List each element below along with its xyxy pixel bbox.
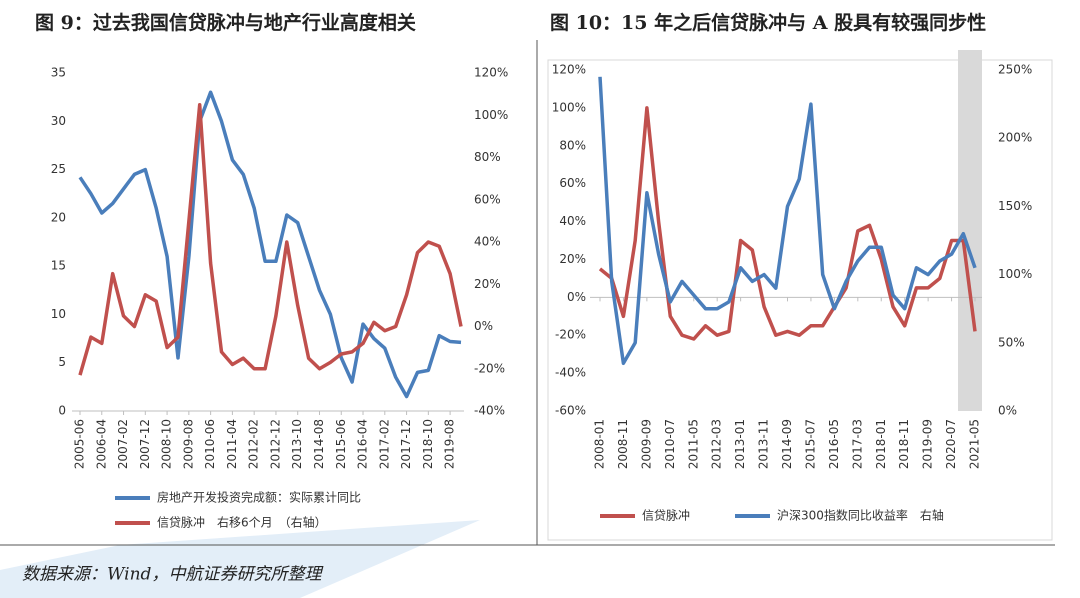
x-tick-label: 2009-09	[639, 419, 653, 469]
x-tick-label: 2021-05	[968, 419, 982, 469]
y-tick-label: 0	[58, 404, 66, 418]
y2-tick-label: 200%	[998, 131, 1032, 145]
y2-tick-label: 50%	[998, 335, 1025, 349]
y2-tick-label: 60%	[474, 192, 501, 206]
x-tick-label: 2012-03	[710, 419, 724, 469]
x-tick-label: 2007-02	[116, 419, 130, 469]
x-tick-label: 2012-02	[247, 419, 261, 469]
x-tick-label: 2015-06	[334, 419, 348, 469]
y-tick-label: 60%	[559, 176, 586, 190]
legend-label: 信贷脉冲 右移6个月 （右轴）	[157, 515, 327, 530]
y-tick-label: 30	[51, 114, 66, 128]
y2-tick-label: 0%	[998, 404, 1017, 418]
y2-tick-label: 0%	[474, 319, 493, 333]
y-tick-label: 5	[58, 355, 66, 369]
y2-tick-label: 40%	[474, 235, 501, 249]
source: 数据来源：Wind，中航证券研究所整理	[22, 565, 323, 585]
x-tick-label: 2016-04	[356, 419, 370, 469]
y-tick-label: -60%	[555, 404, 586, 418]
x-tick-label: 2018-01	[874, 419, 888, 469]
y2-tick-label: 20%	[474, 277, 501, 291]
x-tick-label: 2005-06	[73, 419, 87, 469]
legend-label: 信贷脉冲	[642, 508, 690, 523]
y2-tick-label: 150%	[998, 199, 1032, 213]
x-tick-label: 2012-12	[268, 419, 282, 469]
x-tick-label: 2019-09	[921, 419, 935, 469]
x-tick-label: 2013-11	[757, 419, 771, 469]
x-tick-label: 2013-10	[290, 419, 304, 469]
y-tick-label: 15	[51, 259, 66, 273]
y-tick-label: 80%	[559, 138, 586, 152]
y-tick-label: 20%	[559, 252, 586, 266]
x-tick-label: 2011-05	[686, 419, 700, 469]
y-tick-label: 40%	[559, 214, 586, 228]
series-line	[78, 90, 462, 399]
x-tick-label: 2014-09	[780, 419, 794, 469]
series-line	[78, 102, 463, 376]
y-tick-label: 20	[51, 210, 66, 224]
x-tick-label: 2011-04	[225, 419, 239, 469]
y-tick-label: 0%	[567, 290, 586, 304]
legend-label: 房地产开发投资完成额：实际累计同比	[157, 490, 361, 505]
x-tick-label: 2019-08	[443, 419, 457, 469]
x-tick-label: 2008-01	[593, 419, 607, 469]
y-tick-label: -20%	[555, 328, 586, 342]
x-tick-label: 2008-11	[616, 419, 630, 469]
x-tick-label: 2017-02	[377, 419, 391, 469]
x-tick-label: 2020-07	[944, 419, 958, 469]
x-tick-label: 2006-04	[94, 419, 108, 469]
decor-wave	[0, 520, 480, 598]
y2-tick-label: -20%	[474, 361, 505, 375]
highlight-band	[958, 50, 982, 411]
y2-tick-label: 100%	[474, 108, 508, 122]
x-tick-label: 2010-06	[203, 419, 217, 469]
chart2-frame	[547, 59, 1053, 541]
legend-label: 沪深300指数同比收益率 右轴	[777, 508, 944, 523]
y-tick-label: 25	[51, 162, 66, 176]
x-tick-label: 2017-12	[399, 419, 413, 469]
x-tick-label: 2018-10	[421, 419, 435, 469]
y-tick-label: 35	[51, 66, 66, 80]
y-tick-label: 120%	[552, 63, 586, 77]
x-tick-label: 2018-11	[897, 419, 911, 469]
y-tick-label: -40%	[555, 366, 586, 380]
y2-tick-label: 250%	[998, 63, 1032, 77]
chart-title: 图 9：过去我国信贷脉冲与地产行业高度相关	[35, 11, 416, 34]
x-tick-label: 2008-10	[160, 419, 174, 469]
y-tick-label: 100%	[552, 100, 586, 114]
x-tick-label: 2010-07	[663, 419, 677, 469]
x-tick-label: 2016-05	[827, 419, 841, 469]
series-line	[598, 106, 977, 341]
y2-tick-label: 100%	[998, 267, 1032, 281]
x-tick-label: 2017-03	[850, 419, 864, 469]
x-tick-label: 2015-07	[803, 419, 817, 469]
x-tick-label: 2007-12	[138, 419, 152, 469]
chart-title: 图 10：15 年之后信贷脉冲与 A 股具有较强同步性	[550, 11, 986, 34]
x-tick-label: 2009-08	[181, 419, 195, 469]
y-tick-label: 10	[51, 307, 66, 321]
y2-tick-label: 120%	[474, 66, 508, 80]
x-tick-label: 2014-08	[312, 419, 326, 469]
y2-tick-label: -40%	[474, 404, 505, 418]
x-tick-label: 2013-01	[733, 419, 747, 469]
y2-tick-label: 80%	[474, 150, 501, 164]
series-line	[598, 76, 977, 366]
